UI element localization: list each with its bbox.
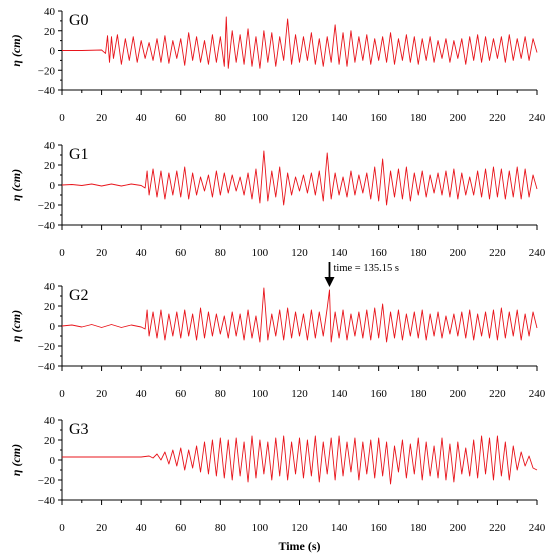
x-tick-label: 200	[450, 112, 467, 124]
x-tick-label: 180	[410, 388, 427, 400]
x-tick-label: 60	[175, 112, 187, 124]
x-tick-label: 40	[136, 522, 148, 534]
x-tick-label: 240	[529, 522, 546, 534]
y-tick-label: −20	[38, 65, 56, 77]
series-line-0	[62, 435, 538, 485]
x-tick-label: 120	[291, 112, 308, 124]
x-tick-label: 0	[59, 388, 65, 400]
x-tick-label: 80	[215, 112, 227, 124]
x-tick-label: 40	[136, 388, 148, 400]
y-tick-label: 20	[44, 435, 56, 447]
y-tick-label: 40	[44, 140, 56, 152]
x-tick-label: 80	[215, 388, 227, 400]
x-tick-label: 180	[410, 247, 427, 259]
x-tick-label: 60	[175, 388, 187, 400]
x-tick-label: 20	[96, 247, 108, 259]
x-tick-label: 180	[410, 522, 427, 534]
x-tick-label: 220	[489, 522, 506, 534]
y-tick-label: 40	[44, 281, 56, 293]
y-axis-label: η (cm)	[9, 310, 23, 342]
x-tick-label: 120	[291, 247, 308, 259]
gauge-label: G0	[69, 12, 89, 29]
y-axis-label: η (cm)	[9, 34, 23, 66]
x-tick-label: 20	[96, 522, 108, 534]
annotation-arrow-head	[324, 277, 335, 287]
x-tick-label: 20	[96, 112, 108, 124]
y-tick-label: 0	[50, 321, 56, 333]
x-tick-label: 100	[252, 112, 269, 124]
x-tick-label: 200	[450, 388, 467, 400]
x-tick-label: 80	[215, 247, 227, 259]
x-tick-label: 40	[136, 247, 148, 259]
series-line-0	[61, 287, 538, 343]
y-tick-label: −20	[38, 475, 56, 487]
x-axis-label: Time (s)	[278, 539, 320, 553]
y-tick-label: 0	[50, 180, 56, 192]
x-tick-label: 200	[450, 247, 467, 259]
y-tick-label: −40	[38, 495, 56, 507]
y-tick-label: 40	[44, 415, 56, 427]
x-tick-label: 140	[331, 112, 348, 124]
x-tick-label: 160	[370, 388, 387, 400]
gauge-label: G2	[69, 287, 89, 304]
x-tick-label: 80	[215, 522, 227, 534]
y-tick-label: 0	[50, 46, 56, 58]
x-tick-label: 220	[489, 247, 506, 259]
x-tick-label: 40	[136, 112, 148, 124]
y-tick-label: 0	[50, 455, 56, 467]
x-tick-label: 60	[175, 522, 187, 534]
gauge-label: G3	[69, 421, 89, 438]
y-tick-label: −20	[38, 200, 56, 212]
x-tick-label: 100	[252, 522, 269, 534]
series-line-0	[61, 150, 538, 206]
x-tick-label: 140	[331, 247, 348, 259]
x-tick-label: 240	[529, 247, 546, 259]
series-line-0	[62, 16, 538, 69]
x-tick-label: 200	[450, 522, 467, 534]
x-tick-label: 140	[331, 522, 348, 534]
y-axis-label: η (cm)	[9, 444, 23, 476]
x-tick-label: 120	[291, 522, 308, 534]
y-tick-label: 20	[44, 301, 56, 313]
x-tick-label: 180	[410, 112, 427, 124]
x-tick-label: 0	[59, 247, 65, 259]
y-tick-label: 40	[44, 6, 56, 18]
x-tick-label: 20	[96, 388, 108, 400]
y-axis-label: η (cm)	[9, 169, 23, 201]
gauge-label: G1	[69, 146, 89, 163]
x-tick-label: 240	[529, 112, 546, 124]
x-tick-label: 220	[489, 388, 506, 400]
x-tick-label: 160	[370, 522, 387, 534]
x-tick-label: 160	[370, 112, 387, 124]
x-tick-label: 220	[489, 112, 506, 124]
y-tick-label: −40	[38, 220, 56, 232]
y-tick-label: −40	[38, 361, 56, 373]
x-tick-label: 0	[59, 112, 65, 124]
y-tick-label: −40	[38, 85, 56, 97]
y-tick-label: −20	[38, 341, 56, 353]
x-tick-label: 100	[252, 388, 269, 400]
x-tick-label: 60	[175, 247, 187, 259]
x-tick-label: 0	[59, 522, 65, 534]
x-tick-label: 160	[370, 247, 387, 259]
annotation-text: time = 135.15 s	[333, 263, 398, 274]
x-tick-label: 140	[331, 388, 348, 400]
y-tick-label: 20	[44, 160, 56, 172]
y-tick-label: 20	[44, 26, 56, 38]
x-tick-label: 120	[291, 388, 308, 400]
x-tick-label: 240	[529, 388, 546, 400]
x-tick-label: 100	[252, 247, 269, 259]
